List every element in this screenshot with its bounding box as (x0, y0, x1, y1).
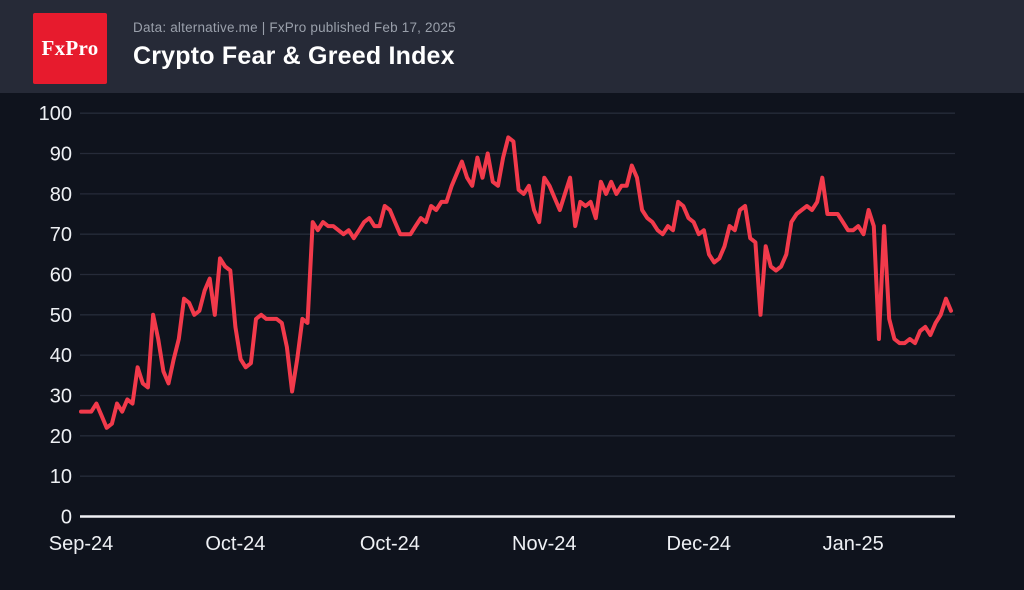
fxpro-logo: FxPro (33, 13, 107, 84)
fear-greed-line-chart: 0 10 20 30 40 50 60 70 80 90 100 Sep-24 Oct-24 Oct-24… (39, 103, 955, 555)
svg-text:40: 40 (50, 345, 72, 367)
chart-title: Crypto Fear & Greed Index (133, 42, 455, 70)
svg-text:80: 80 (50, 184, 72, 206)
fxpro-logo-text: FxPro (41, 36, 99, 60)
svg-text:Nov-24: Nov-24 (512, 533, 576, 555)
svg-text:Oct-24: Oct-24 (360, 533, 420, 555)
svg-text:70: 70 (50, 224, 72, 246)
svg-text:20: 20 (50, 426, 72, 448)
svg-text:90: 90 (50, 144, 72, 166)
svg-text:Jan-25: Jan-25 (823, 533, 884, 555)
svg-text:Sep-24: Sep-24 (49, 533, 114, 555)
svg-text:60: 60 (50, 265, 72, 287)
svg-text:Dec-24: Dec-24 (667, 533, 731, 555)
svg-text:100: 100 (39, 103, 72, 125)
header-bar: FxPro Data: alternative.me | FxPro publi… (0, 0, 1024, 93)
header-titles: Data: alternative.me | FxPro published F… (133, 20, 456, 71)
svg-text:10: 10 (50, 466, 72, 488)
svg-text:0: 0 (61, 507, 72, 529)
svg-text:30: 30 (50, 386, 72, 408)
svg-text:50: 50 (50, 305, 72, 327)
chart-area: 0 10 20 30 40 50 60 70 80 90 100 Sep-24 Oct-24 Oct-24… (0, 93, 1024, 585)
data-source-note: Data: alternative.me | FxPro published F… (133, 20, 456, 35)
svg-text:Oct-24: Oct-24 (205, 533, 265, 555)
